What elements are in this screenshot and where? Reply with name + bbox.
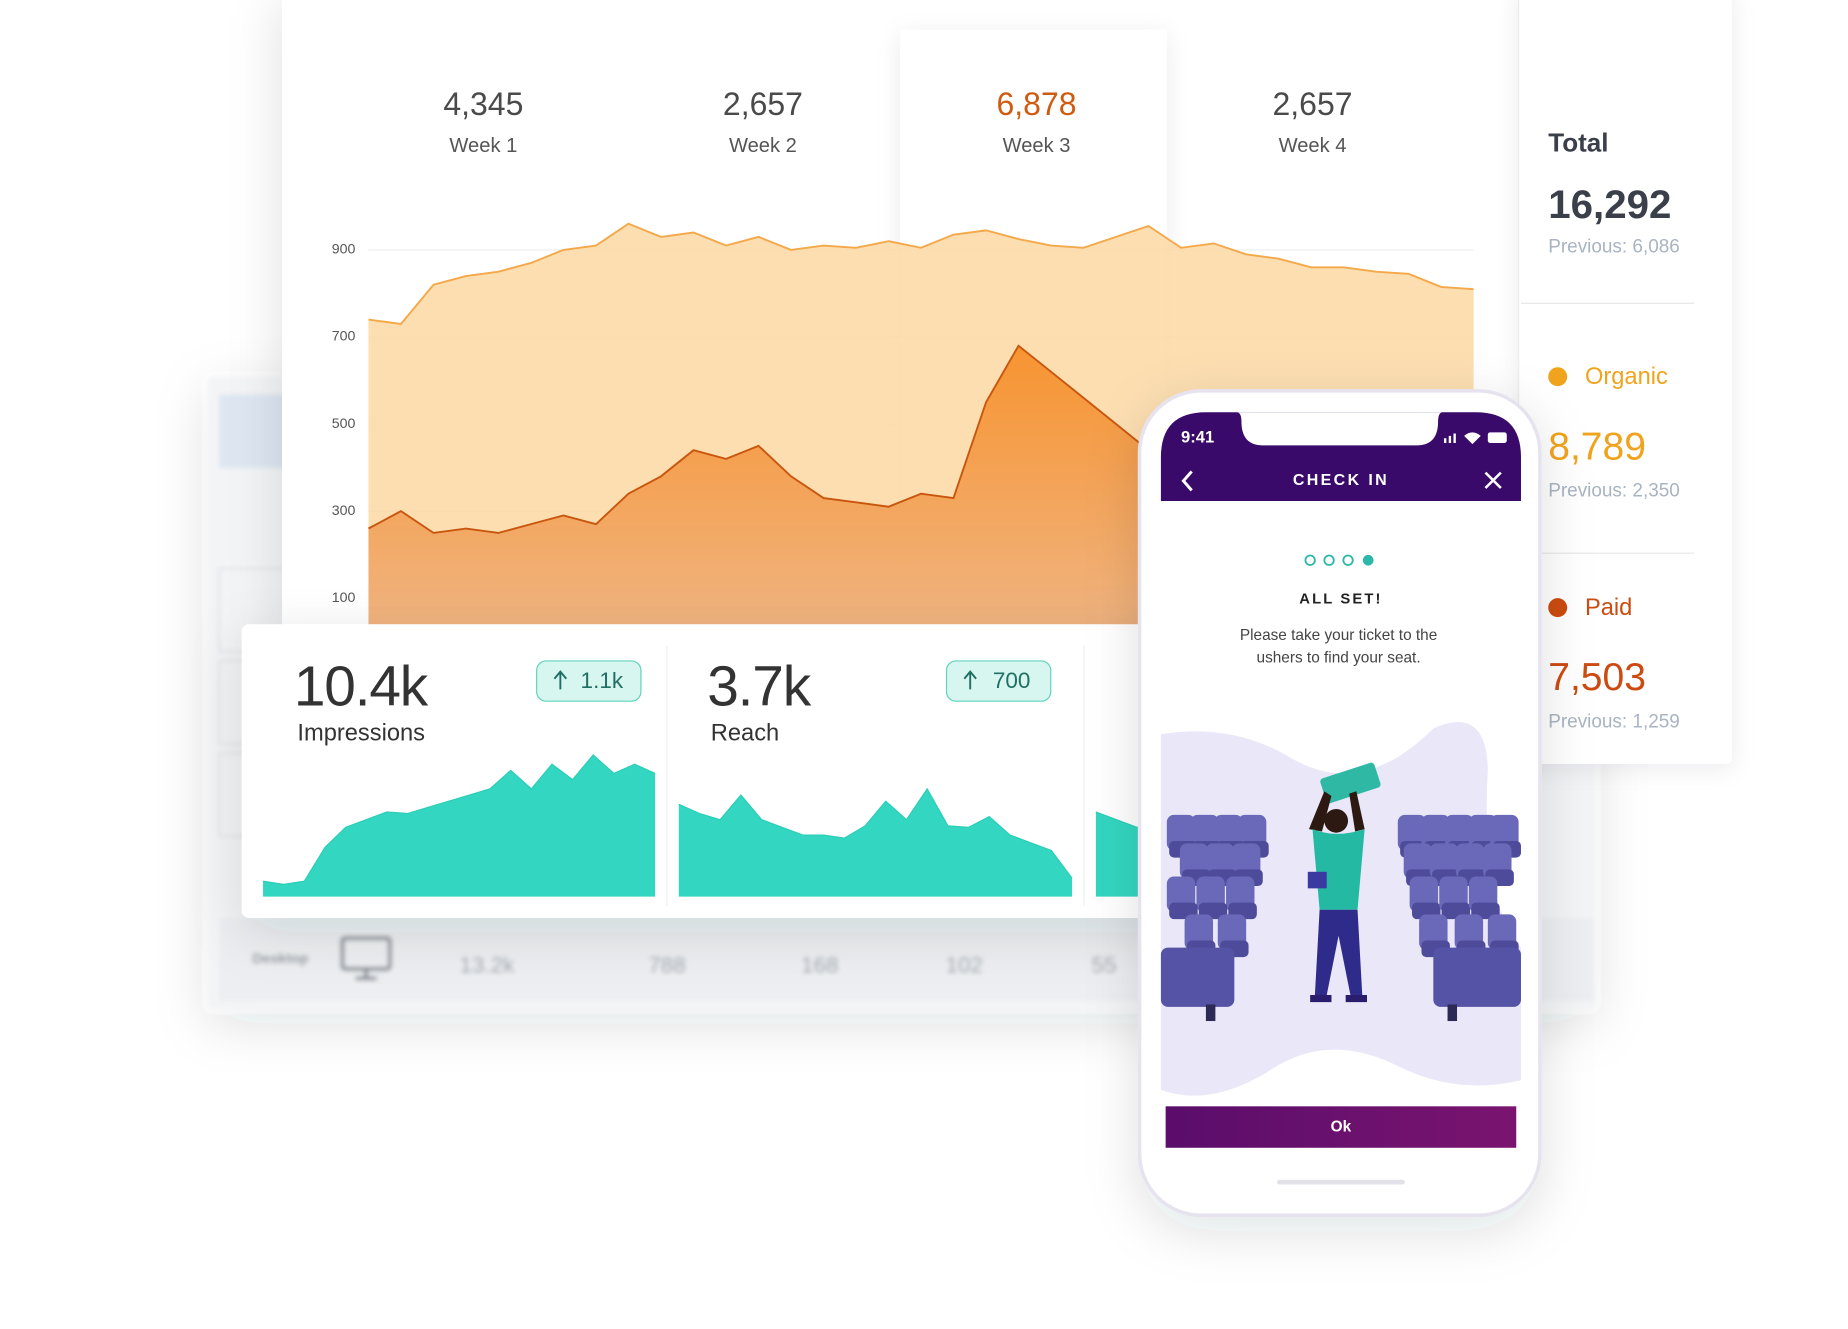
phone: 9:41 CHECK IN ALL SET! Please take your tic… <box>1137 389 1542 1218</box>
week-value: 2,657 <box>1273 86 1353 122</box>
metric-value: 10.4k <box>294 656 429 719</box>
legend-dot <box>1548 367 1568 387</box>
summary-panel <box>1518 0 1732 764</box>
week-label: Week 1 <box>449 135 517 157</box>
back-button[interactable] <box>1181 470 1193 492</box>
sparkline-fill <box>678 788 1073 897</box>
screen-title: CHECK IN <box>1293 472 1389 489</box>
change-value: 1.1k <box>581 668 624 693</box>
sparkline <box>262 754 656 897</box>
week-value: 4,345 <box>443 86 523 122</box>
total-value: 16,292 <box>1548 182 1671 227</box>
week-value: 2,657 <box>723 86 803 122</box>
row-cell: 788 <box>648 952 686 977</box>
metric-label: Reach <box>711 721 779 747</box>
monitor-icon <box>340 936 392 981</box>
week-value: 6,878 <box>997 86 1077 122</box>
legend-name: Organic <box>1585 364 1668 390</box>
week-label: Week 2 <box>729 135 797 157</box>
sparkline-line <box>678 787 1073 879</box>
area-line <box>368 222 1474 325</box>
home-indicator <box>1276 1179 1405 1185</box>
legend-name: Paid <box>1585 595 1632 621</box>
legend-dot <box>1548 598 1568 618</box>
y-tick-label: 700 <box>332 329 356 345</box>
up-arrow <box>963 670 977 690</box>
up-arrow <box>553 670 568 690</box>
y-tick-label: 500 <box>332 416 356 432</box>
sparkline-fill <box>263 754 656 897</box>
total-title: Total <box>1548 127 1608 157</box>
legend-previous: Previous: 1,259 <box>1548 712 1680 733</box>
week-label: Week 4 <box>1279 135 1347 157</box>
y-tick-label: 900 <box>332 242 356 258</box>
progress-dots <box>1304 554 1374 566</box>
row-cell: 102 <box>945 952 983 977</box>
screen-message: ushers to find your seat. <box>1257 650 1421 667</box>
status-time: 9:41 <box>1181 428 1214 447</box>
legend-value: 8,789 <box>1548 425 1646 468</box>
change-badge <box>536 660 642 702</box>
legend-value: 7,503 <box>1548 656 1646 699</box>
sparkline-line <box>262 754 656 885</box>
legend-previous: Previous: 2,350 <box>1548 481 1680 502</box>
ok-label[interactable]: Ok <box>1331 1119 1352 1136</box>
metric-value: 3.7k <box>707 656 811 719</box>
status-icons <box>1443 432 1507 445</box>
table-header <box>219 394 291 468</box>
screen-message: Please take your ticket to the <box>1240 627 1437 644</box>
change-badge <box>945 660 1052 702</box>
y-tick-label: 300 <box>332 503 356 519</box>
week-label: Week 3 <box>1003 135 1071 157</box>
row-cell: 55 <box>1092 952 1117 977</box>
y-tick-label: 100 <box>332 590 356 606</box>
metric-label: Impressions <box>297 721 425 747</box>
total-previous: Previous: 6,086 <box>1548 237 1680 258</box>
sparkline <box>678 787 1073 897</box>
row-label: Desktop <box>252 951 308 967</box>
row-cell: 13.2k <box>459 952 515 977</box>
change-value: 700 <box>993 668 1031 693</box>
ok-button[interactable] <box>1165 1106 1517 1148</box>
close-button[interactable] <box>1484 471 1502 489</box>
screen-heading: ALL SET! <box>1299 591 1382 607</box>
illustration <box>1160 722 1521 1096</box>
row-cell: 168 <box>801 952 839 977</box>
notch <box>1236 412 1443 446</box>
